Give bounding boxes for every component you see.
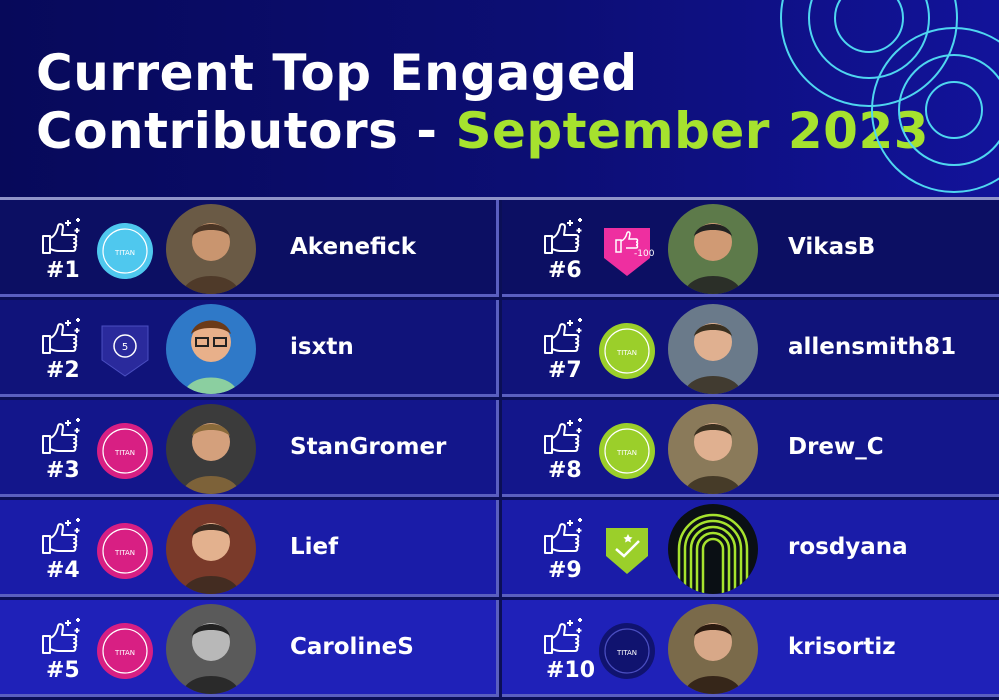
titan-green-badge-icon: TITAN (598, 322, 656, 380)
rank-label: #4 (46, 558, 80, 583)
rank-label: #8 (548, 458, 582, 483)
avatar (166, 404, 256, 494)
header-divider (0, 197, 999, 200)
svg-text:TITAN: TITAN (114, 649, 135, 657)
concentric-rings-decoration (780, 0, 999, 193)
speech-5-badge-icon: 5 (96, 322, 154, 380)
contributor-row: #6 -100 VikasB (502, 200, 999, 297)
likes-100-badge-icon: -100 (598, 222, 656, 280)
titan-green-badge-icon: TITAN (598, 422, 656, 480)
avatar (166, 604, 256, 694)
titan-pink-badge-icon: TITAN (96, 422, 154, 480)
contributor-username[interactable]: krisortiz (788, 634, 896, 660)
title-line-1: Current Top Engaged (36, 44, 638, 102)
avatar (166, 204, 256, 294)
svg-text:TITAN: TITAN (616, 449, 637, 457)
thumbs-up-sparkle-icon (40, 516, 84, 556)
rank-label: #9 (548, 558, 582, 583)
title-month: September 2023 (455, 102, 930, 160)
contributor-username[interactable]: VikasB (788, 234, 876, 260)
contributor-row: #4 TITAN Lief (0, 500, 499, 597)
thumbs-up-sparkle-icon (40, 316, 84, 356)
contributor-row: #3 TITAN StanGromer (0, 400, 499, 497)
contributor-row: #7 TITAN allensmith81 (502, 300, 999, 397)
contributor-username[interactable]: allensmith81 (788, 334, 957, 360)
titan-cyan-badge-icon: TITAN (96, 222, 154, 280)
contributor-username[interactable]: StanGromer (290, 434, 447, 460)
svg-text:TITAN: TITAN (114, 549, 135, 557)
rank-label: #3 (46, 458, 80, 483)
rank-label: #2 (46, 358, 80, 383)
title-line-2-prefix: Contributors - (36, 102, 456, 160)
avatar (668, 604, 758, 694)
thumbs-up-sparkle-icon (542, 516, 586, 556)
titan-navy-badge-icon: TITAN (598, 622, 656, 680)
avatar (166, 504, 256, 594)
contributor-row: #5 TITAN CarolineS (0, 600, 499, 697)
avatar (668, 204, 758, 294)
avatar (166, 304, 256, 394)
thumbs-up-sparkle-icon (542, 216, 586, 256)
avatar (668, 504, 758, 594)
svg-text:-100: -100 (634, 249, 655, 259)
titan-pink-badge-icon: TITAN (96, 622, 154, 680)
contributor-username[interactable]: Lief (290, 534, 339, 560)
contributor-row: #9 rosdyana (502, 500, 999, 597)
contributor-row: #2 5 isxtn (0, 300, 499, 397)
rank-label: #6 (548, 258, 582, 283)
svg-text:TITAN: TITAN (616, 649, 637, 657)
contributor-username[interactable]: Akenefick (290, 234, 417, 260)
thumbs-up-sparkle-icon (542, 316, 586, 356)
shield-check-badge-icon (598, 522, 656, 580)
rank-label: #5 (46, 658, 80, 683)
titan-pink-badge-icon: TITAN (96, 522, 154, 580)
avatar (668, 304, 758, 394)
page-title: Current Top Engaged Contributors - Septe… (36, 44, 929, 160)
contributors-grid: #1 TITAN Akenefick #2 5 isxtn #3 TITAN StanGrome… (0, 200, 999, 700)
contributor-row: #8 TITAN Drew_C (502, 400, 999, 497)
avatar (668, 404, 758, 494)
rank-label: #7 (548, 358, 582, 383)
thumbs-up-sparkle-icon (40, 216, 84, 256)
contributor-username[interactable]: isxtn (290, 334, 354, 360)
thumbs-up-sparkle-icon (542, 616, 586, 656)
thumbs-up-sparkle-icon (542, 416, 586, 456)
header-banner: Current Top Engaged Contributors - Septe… (0, 0, 999, 197)
thumbs-up-sparkle-icon (40, 616, 84, 656)
contributor-username[interactable]: Drew_C (788, 434, 884, 460)
svg-text:TITAN: TITAN (114, 249, 135, 257)
svg-text:TITAN: TITAN (616, 349, 637, 357)
contributor-username[interactable]: CarolineS (290, 634, 414, 660)
rank-label: #1 (46, 258, 80, 283)
svg-text:5: 5 (122, 342, 128, 353)
svg-text:TITAN: TITAN (114, 449, 135, 457)
contributor-row: #10 TITAN krisortiz (502, 600, 999, 697)
thumbs-up-sparkle-icon (40, 416, 84, 456)
rank-label: #10 (546, 658, 596, 683)
contributor-row: #1 TITAN Akenefick (0, 200, 499, 297)
contributor-username[interactable]: rosdyana (788, 534, 908, 560)
